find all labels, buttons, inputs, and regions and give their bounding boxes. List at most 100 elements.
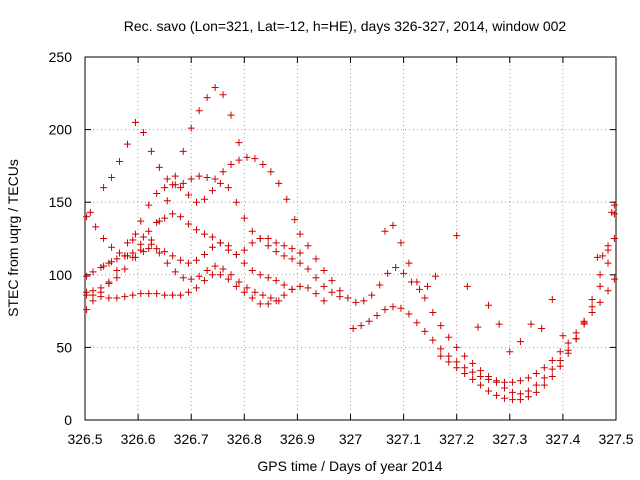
data-point bbox=[312, 255, 320, 263]
data-point bbox=[596, 282, 604, 290]
data-point bbox=[177, 213, 185, 221]
data-point bbox=[423, 282, 431, 290]
data-point bbox=[121, 252, 129, 260]
data-point bbox=[437, 352, 445, 360]
data-point bbox=[169, 181, 177, 189]
data-point bbox=[296, 259, 304, 267]
y-tick-labels: 0 50 100 150 200 250 bbox=[49, 49, 73, 428]
data-point bbox=[474, 323, 482, 331]
data-point bbox=[453, 343, 461, 351]
data-point bbox=[193, 198, 201, 206]
data-point bbox=[211, 175, 219, 183]
data-point bbox=[397, 304, 405, 312]
data-point bbox=[224, 275, 232, 283]
data-point bbox=[328, 277, 336, 285]
data-point bbox=[203, 174, 211, 182]
data-point bbox=[179, 147, 187, 155]
data-point bbox=[596, 298, 604, 306]
data-point bbox=[203, 94, 211, 102]
data-point bbox=[129, 236, 137, 244]
data-point bbox=[272, 248, 280, 256]
data-point bbox=[429, 336, 437, 344]
data-point bbox=[100, 235, 108, 242]
data-point bbox=[227, 111, 235, 119]
data-point bbox=[92, 223, 100, 231]
data-point bbox=[163, 259, 171, 267]
data-point bbox=[336, 287, 344, 295]
data-point bbox=[280, 252, 288, 260]
data-point bbox=[145, 201, 153, 209]
data-point bbox=[83, 291, 91, 299]
data-point bbox=[291, 216, 299, 224]
data-point bbox=[179, 179, 187, 187]
data-point bbox=[500, 384, 508, 392]
data-point bbox=[108, 258, 116, 266]
data-point bbox=[147, 240, 155, 248]
data-point bbox=[538, 325, 546, 333]
data-point bbox=[137, 217, 145, 225]
data-point bbox=[461, 352, 469, 360]
data-point bbox=[145, 227, 153, 235]
data-point bbox=[208, 243, 216, 251]
data-point bbox=[264, 274, 272, 282]
data-point bbox=[485, 372, 493, 380]
data-point bbox=[524, 374, 532, 382]
data-point bbox=[200, 250, 208, 258]
data-point bbox=[200, 195, 208, 203]
data-point bbox=[429, 309, 437, 317]
data-point bbox=[469, 375, 477, 383]
x-tick-labels: 326.5 326.6 326.7 326.8 326.9 327 327.1 327.2 32… bbox=[67, 431, 633, 447]
data-point bbox=[320, 282, 328, 290]
data-point bbox=[171, 172, 179, 180]
data-point bbox=[211, 262, 219, 270]
data-point bbox=[593, 253, 601, 261]
data-point bbox=[357, 322, 365, 330]
data-point bbox=[208, 271, 216, 279]
data-point bbox=[304, 265, 312, 273]
data-point bbox=[171, 268, 179, 276]
data-point bbox=[288, 255, 296, 263]
data-point bbox=[264, 235, 272, 242]
data-point bbox=[108, 243, 116, 251]
data-point bbox=[195, 272, 203, 280]
data-point bbox=[275, 179, 283, 187]
x-tick-label: 326.5 bbox=[67, 431, 102, 447]
data-point bbox=[413, 319, 421, 327]
data-point bbox=[113, 294, 121, 302]
data-point bbox=[123, 140, 131, 148]
data-point bbox=[203, 266, 211, 274]
data-point bbox=[485, 387, 493, 395]
data-point bbox=[344, 294, 352, 302]
data-point bbox=[477, 367, 485, 375]
data-point bbox=[264, 300, 272, 308]
data-point bbox=[153, 219, 161, 227]
data-point bbox=[153, 245, 161, 253]
data-point bbox=[259, 291, 267, 299]
data-point bbox=[272, 277, 280, 285]
data-point bbox=[588, 303, 596, 311]
data-point bbox=[185, 220, 193, 228]
data-point bbox=[477, 381, 485, 389]
data-point bbox=[548, 295, 556, 303]
data-point bbox=[485, 301, 493, 309]
y-tick-label: 100 bbox=[49, 267, 73, 283]
data-point bbox=[129, 249, 137, 257]
data-point bbox=[137, 246, 145, 254]
data-point bbox=[596, 271, 604, 279]
data-point bbox=[389, 221, 397, 229]
data-point bbox=[193, 284, 201, 292]
data-point bbox=[227, 271, 235, 279]
data-point bbox=[610, 201, 618, 209]
data-point bbox=[83, 272, 91, 280]
data-point bbox=[240, 246, 248, 254]
data-point bbox=[381, 306, 389, 314]
data-point bbox=[320, 297, 328, 305]
data-point bbox=[113, 274, 121, 282]
data-point bbox=[349, 325, 357, 333]
data-point bbox=[116, 249, 124, 257]
data-point bbox=[352, 298, 360, 306]
data-point bbox=[131, 230, 139, 238]
data-point bbox=[179, 274, 187, 282]
data-point bbox=[200, 277, 208, 285]
data-point bbox=[161, 214, 169, 222]
